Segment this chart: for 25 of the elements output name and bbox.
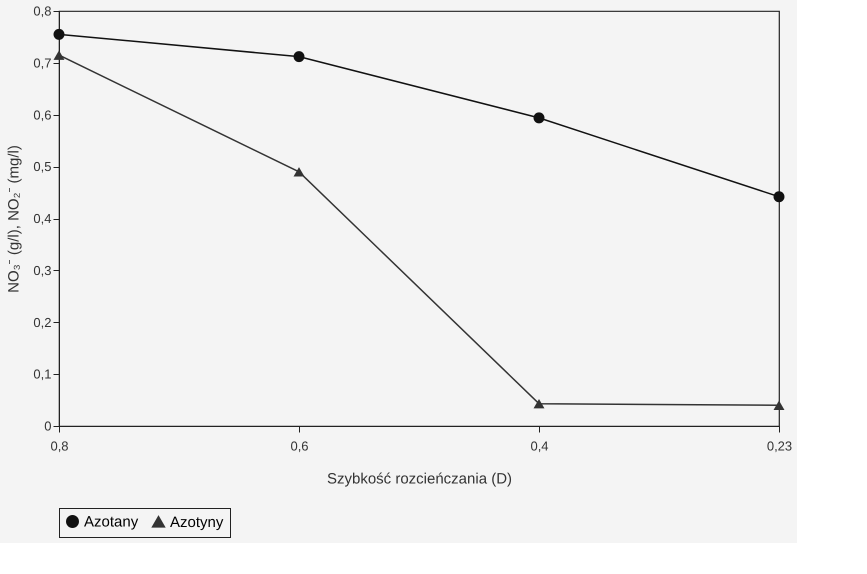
y-axis-title: NO₃⁻ (g/l), NO₂⁻ (mg/l) xyxy=(5,145,22,293)
x-tick-label: 0,23 xyxy=(766,438,792,454)
y-tick-label: 0 xyxy=(44,418,52,434)
point xyxy=(774,400,784,410)
point xyxy=(294,51,304,62)
y-tick-label: 0,8 xyxy=(33,4,52,18)
y-tick-label: 0,7 xyxy=(33,55,52,70)
y-tick-label: 0,5 xyxy=(33,159,52,174)
x-tick-label: 0,4 xyxy=(530,438,549,454)
y-tick-label: 0,2 xyxy=(33,314,52,330)
x-axis-title: Szybkość rozcieńczania (D) xyxy=(326,470,512,488)
legend-label: Azotany xyxy=(84,514,139,531)
point xyxy=(54,28,64,40)
point xyxy=(54,50,64,60)
y-tick-label: 0,6 xyxy=(33,107,52,122)
point xyxy=(294,167,304,177)
point xyxy=(534,398,544,408)
point xyxy=(534,112,544,124)
x-tick-label: 0,8 xyxy=(50,438,69,454)
x-tick-label: 0,6 xyxy=(290,438,309,454)
y-tick-label: 0,1 xyxy=(33,366,52,382)
y-tick-label: 0,4 xyxy=(33,211,52,226)
point xyxy=(774,191,784,202)
legend-label: Azotyny xyxy=(170,514,224,531)
y-tick-label: 0,3 xyxy=(33,262,52,278)
